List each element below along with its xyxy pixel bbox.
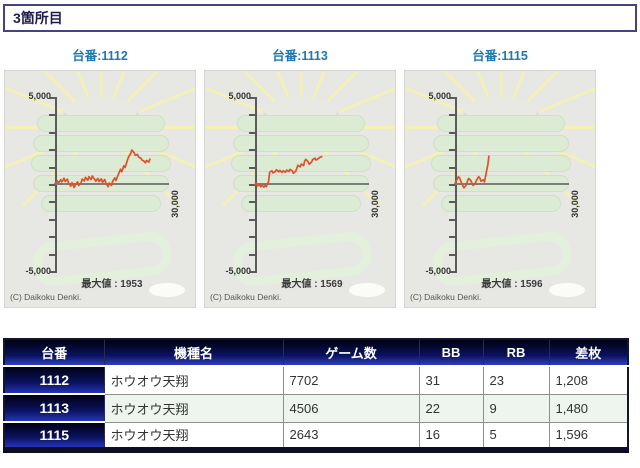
y-axis (455, 97, 457, 273)
diff-medals-cell: 1,596 (548, 421, 629, 451)
slump-line-chart (254, 155, 323, 188)
y-axis-min-label: -5,000 (25, 266, 51, 276)
y-axis-min-label: -5,000 (225, 266, 251, 276)
x-axis (255, 183, 369, 185)
slump-graph-1115: 5,000 -5,000 30,000 最大値 : 1596 (C) Daiko… (404, 70, 596, 308)
copyright-text: (C) Daikoku Denki. (410, 292, 482, 302)
x-axis-max-label: 30,000 (170, 190, 180, 218)
col-header-model-name: 機種名 (104, 339, 284, 367)
y-axis-max-label: 5,000 (428, 91, 451, 101)
game-count-cell: 7702 (282, 365, 420, 395)
model-name-cell: ホウオウ天翔 (103, 393, 284, 423)
machine-number-cell: 1112 (4, 366, 105, 395)
bb-cell: 16 (418, 421, 484, 451)
bb-cell: 31 (418, 365, 484, 395)
graph-titles-row: 台番:1112 台番:1113 台番:1115 (0, 45, 640, 64)
slump-line-chart (454, 155, 490, 189)
machine-number-cell: 1115 (4, 422, 105, 451)
table-row: 1113 ホウオウ天翔 4506 22 9 1,480 (4, 393, 629, 423)
game-count-cell: 2643 (282, 421, 420, 451)
page-title: 3箇所目 (3, 4, 637, 32)
y-axis-max-label: 5,000 (228, 91, 251, 101)
rb-cell: 23 (482, 365, 550, 395)
col-header-bb: BB (419, 339, 484, 367)
max-value-label: 最大値 : 1953 (81, 279, 143, 290)
x-axis (455, 183, 569, 185)
rb-cell: 5 (482, 421, 550, 451)
slump-line-chart (54, 149, 151, 189)
table-row: 1112 ホウオウ天翔 7702 31 23 1,208 (4, 365, 629, 395)
graph-title-1115[interactable]: 台番:1115 (472, 49, 528, 63)
col-header-game-count: ゲーム数 (283, 339, 420, 367)
graph-title-1112[interactable]: 台番:1112 (72, 49, 128, 63)
col-header-rb: RB (483, 339, 550, 367)
copyright-text: (C) Daikoku Denki. (10, 292, 82, 302)
graph-title-1113[interactable]: 台番:1113 (272, 49, 328, 63)
diff-medals-cell: 1,208 (548, 365, 629, 395)
slump-graph-1113: 5,000 -5,000 30,000 最大値 : 1569 (C) Daiko… (204, 70, 396, 308)
col-header-machine-number: 台番 (4, 339, 105, 367)
y-axis-max-label: 5,000 (28, 91, 51, 101)
x-axis-max-label: 30,000 (370, 190, 380, 218)
game-count-cell: 4506 (282, 393, 420, 423)
col-header-diff-medals: 差枚 (549, 339, 629, 367)
copyright-text: (C) Daikoku Denki. (210, 292, 282, 302)
model-name-cell: ホウオウ天翔 (103, 365, 284, 395)
y-axis (55, 97, 57, 273)
table-row: 1115 ホウオウ天翔 2643 16 5 1,596 (4, 421, 629, 451)
max-value-label: 最大値 : 1569 (281, 279, 343, 290)
machine-number-cell: 1113 (4, 394, 105, 423)
max-value-label: 最大値 : 1596 (481, 279, 543, 290)
model-name-cell: ホウオウ天翔 (103, 421, 284, 451)
x-axis-max-label: 30,000 (570, 190, 580, 218)
graph-panels-row: 5,000 -5,000 30,000 最大値 : 1953 (C) Daiko… (0, 70, 640, 308)
y-axis-min-label: -5,000 (425, 266, 451, 276)
rb-cell: 9 (482, 393, 550, 423)
slump-graph-1112: 5,000 -5,000 30,000 最大値 : 1953 (C) Daiko… (4, 70, 196, 308)
machine-stats-table: 台番 機種名 ゲーム数 BB RB 差枚 1112 ホウオウ天翔 7702 31… (3, 338, 629, 453)
bb-cell: 22 (418, 393, 484, 423)
diff-medals-cell: 1,480 (548, 393, 629, 423)
table-header-row: 台番 機種名 ゲーム数 BB RB 差枚 (4, 339, 629, 367)
